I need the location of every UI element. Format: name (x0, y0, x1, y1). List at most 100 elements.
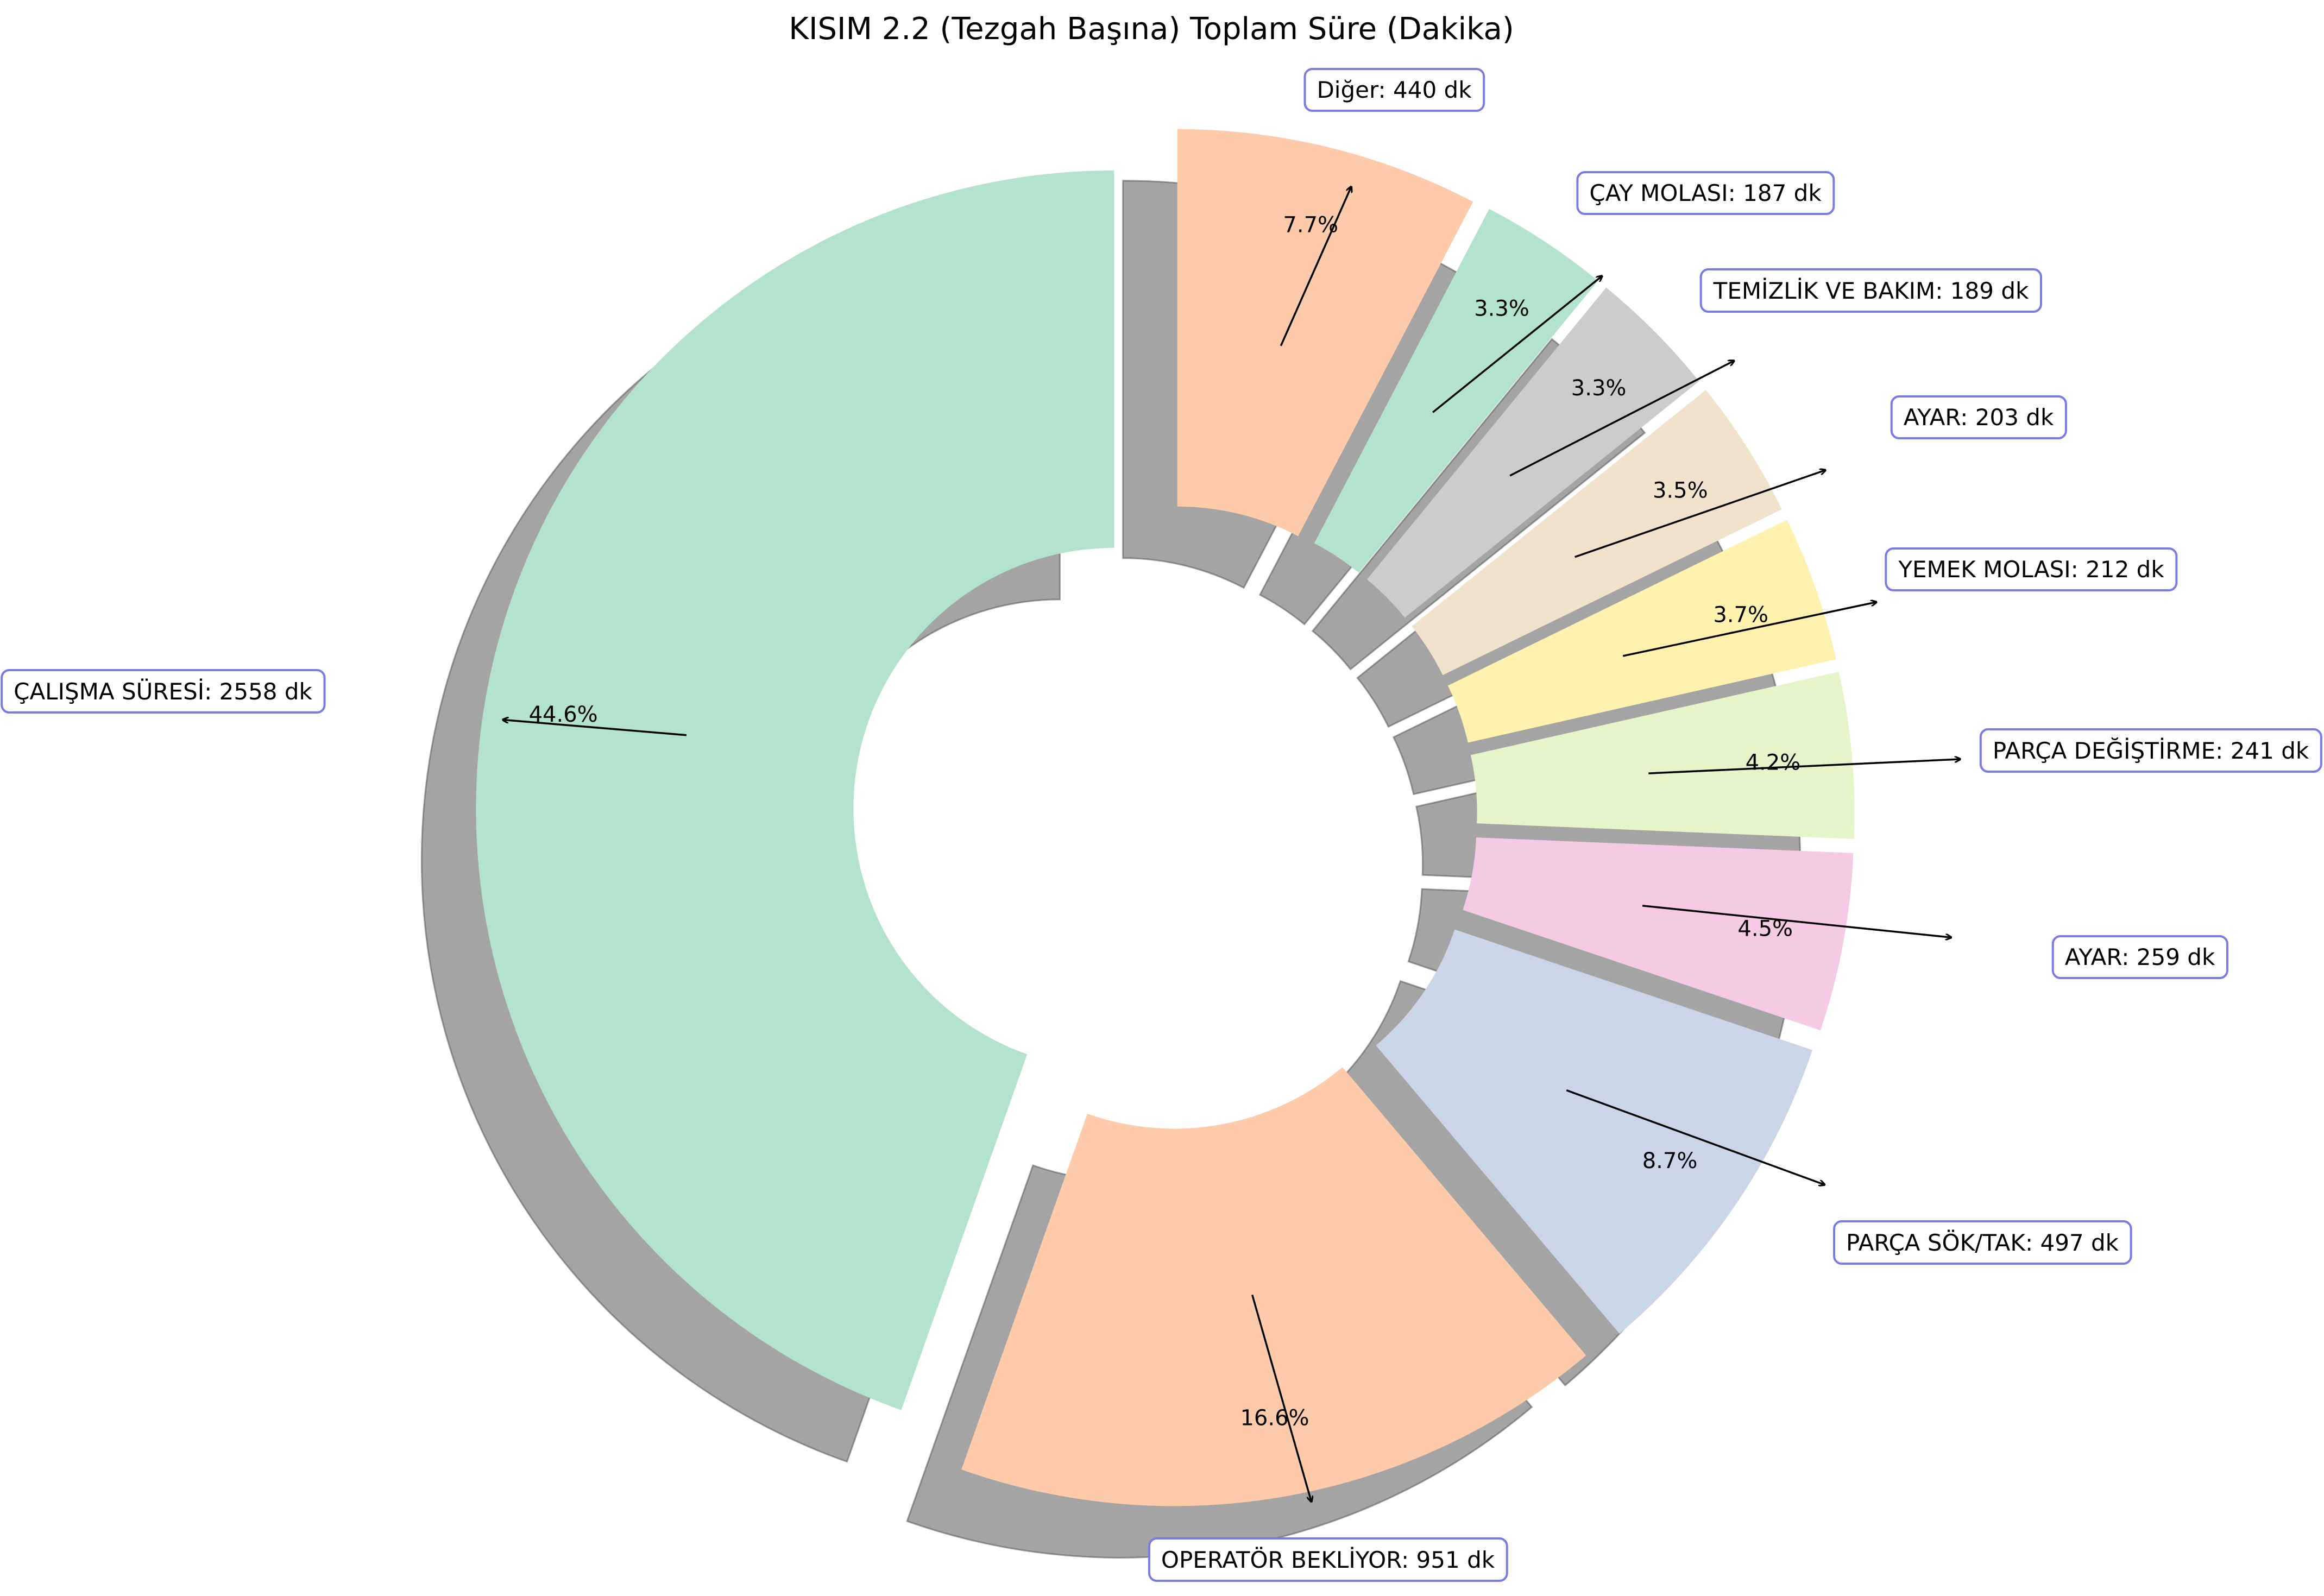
percent-labels: 7.7%3.3%3.3%3.5%3.7%4.2%4.5%8.7%16.6%44.… (529, 212, 1801, 1430)
slice-value: 187 (1743, 180, 1786, 206)
label-separator: : (1378, 77, 1394, 103)
slice-value: 212 (2086, 556, 2129, 583)
slice-label: PARÇA SÖK/TAK (1846, 1229, 2026, 1256)
label-arrow (1648, 759, 1960, 774)
slice-label: Diğer (1317, 77, 1379, 103)
label-separator: : (1935, 277, 1950, 304)
pie-slice (1412, 389, 1782, 676)
callout-label: PARÇA DEĞİŞTİRME: 241 dk (1979, 728, 2322, 773)
label-arrow (1280, 187, 1351, 346)
percent-label: 7.7% (1283, 212, 1338, 237)
callout-label: ÇALIŞMA SÜRESİ: 2558 dk (1, 669, 326, 714)
unit-suffix: dk (2026, 404, 2054, 431)
unit-suffix: dk (2187, 944, 2215, 970)
pie-slice (1447, 520, 1836, 743)
label-separator: : (1960, 404, 1975, 431)
label-separator: : (2025, 1229, 2040, 1256)
callout-box (1890, 395, 2067, 439)
unit-suffix: dk (2091, 1229, 2119, 1256)
callout-box (1576, 171, 1835, 215)
unit-suffix: dk (1794, 180, 1822, 206)
callout-text: ÇAY MOLASI: 187 dk (1589, 180, 1822, 206)
callout-box (1303, 68, 1485, 112)
callout-text: AYAR: 259 dk (2065, 944, 2215, 970)
pie-slice (1470, 672, 1855, 839)
slice-label: YEMEK MOLASI (1898, 556, 2070, 583)
slice-value: 2558 (219, 678, 278, 705)
pie-slice (1177, 129, 1473, 537)
callout-label: Diğer: 440 dk (1303, 68, 1485, 112)
slice-label: ÇAY MOLASI (1589, 180, 1728, 206)
callout-box (2051, 935, 2228, 979)
slice-label: AYAR (2065, 944, 2122, 970)
unit-suffix: dk (1444, 77, 1472, 103)
percent-label: 8.7% (1642, 1149, 1698, 1174)
callout-label: OPERATÖR BEKLİYOR: 951 dk (1148, 1537, 1508, 1582)
unit-space (2019, 404, 2026, 431)
label-separator: : (2215, 737, 2231, 764)
slice-value: 951 (1416, 1547, 1460, 1573)
pie-slice (1366, 287, 1699, 618)
unit-space (2180, 944, 2187, 970)
callout-label: ÇAY MOLASI: 187 dk (1576, 171, 1835, 215)
callout-text: OPERATÖR BEKLİYOR: 951 dk (1161, 1546, 1495, 1573)
callout-text: ÇALIŞMA SÜRESİ: 2558 dk (14, 678, 312, 705)
label-separator: : (1728, 180, 1743, 206)
percent-label: 3.5% (1653, 478, 1708, 503)
unit-suffix: dk (1467, 1547, 1495, 1573)
percent-label: 3.3% (1474, 296, 1529, 321)
unit-suffix: dk (2281, 737, 2309, 764)
slice-label: AYAR (1904, 404, 1961, 431)
callout-text: Diğer: 440 dk (1317, 77, 1472, 103)
callout-label: PARÇA SÖK/TAK: 497 dk (1833, 1220, 2132, 1265)
unit-space (2129, 556, 2136, 583)
pie-slice (476, 170, 1114, 1410)
slice-label: OPERATÖR BEKLİYOR (1161, 1546, 1401, 1573)
callout-box (1833, 1220, 2132, 1265)
unit-space (1994, 277, 2001, 304)
unit-space (2274, 737, 2281, 764)
unit-suffix: dk (2137, 556, 2165, 583)
callout-label: AYAR: 203 dk (1890, 395, 2067, 439)
label-arrows (503, 187, 1960, 1501)
slice-label: ÇALIŞMA SÜRESİ (14, 678, 204, 705)
unit-space (2084, 1229, 2091, 1256)
callout-text: PARÇA DEĞİŞTİRME: 241 dk (1993, 737, 2309, 764)
slice-value: 497 (2040, 1229, 2083, 1256)
callout-text: PARÇA SÖK/TAK: 497 dk (1846, 1229, 2119, 1256)
slice-value: 189 (1950, 277, 1994, 304)
label-arrow (1566, 1089, 1824, 1185)
slice-label: PARÇA DEĞİŞTİRME (1993, 737, 2215, 764)
label-arrow (503, 720, 687, 736)
label-arrow (1432, 276, 1602, 413)
label-arrow (1251, 1294, 1312, 1501)
pie-slice (961, 1067, 1586, 1506)
slice-value: 203 (1975, 404, 2019, 431)
unit-space (1460, 1547, 1467, 1573)
callout-box (1148, 1537, 1508, 1582)
callout-box (1979, 728, 2322, 773)
unit-space (1437, 77, 1444, 103)
slices (476, 129, 1855, 1506)
label-separator: : (2121, 944, 2137, 970)
label-arrow (1622, 602, 1876, 657)
label-arrow (1574, 470, 1825, 558)
chart-title: KISIM 2.2 (Tezgah Başına) Toplam Süre (D… (789, 11, 1514, 47)
callout-box (1699, 268, 2042, 313)
callout-box (1885, 547, 2178, 591)
unit-suffix: dk (285, 678, 313, 705)
label-separator: : (1401, 1547, 1416, 1573)
callout-text: AYAR: 203 dk (1904, 404, 2054, 431)
label-separator: : (204, 678, 219, 705)
callout-label: TEMİZLİK VE BAKIM: 189 dk (1699, 268, 2042, 313)
callout-text: TEMİZLİK VE BAKIM: 189 dk (1713, 277, 2029, 304)
slice-value: 440 (1393, 77, 1437, 103)
pie-slice (1463, 837, 1854, 1031)
pie-slice (1314, 209, 1598, 573)
callout-label: YEMEK MOLASI: 212 dk (1885, 547, 2178, 591)
callout-label: AYAR: 259 dk (2051, 935, 2228, 979)
callout-text: YEMEK MOLASI: 212 dk (1898, 556, 2164, 583)
label-arrow (1642, 905, 1951, 937)
